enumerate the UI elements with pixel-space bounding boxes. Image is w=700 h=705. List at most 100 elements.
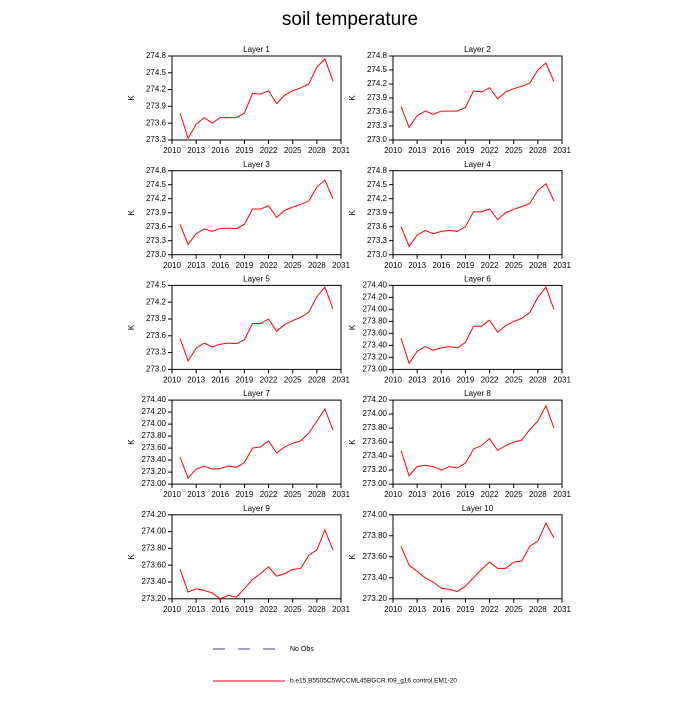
x-tick-label: 2028 [529, 146, 547, 155]
x-tick-label: 2022 [481, 261, 499, 270]
y-axis-label: K [127, 95, 136, 101]
x-tick-label: 2028 [308, 146, 326, 155]
x-tick-label: 2019 [236, 261, 254, 270]
y-tick-label: 273.20 [363, 594, 388, 603]
y-tick-label: 273.80 [363, 423, 388, 432]
x-tick-label: 2016 [211, 261, 229, 270]
y-tick-label: 273.3 [367, 121, 388, 130]
x-tick-label: 2031 [332, 490, 350, 499]
x-tick-label: 2031 [553, 261, 571, 270]
x-tick-label: 2010 [384, 490, 402, 499]
x-tick-label: 2031 [553, 376, 571, 385]
x-tick-label: 2025 [284, 261, 302, 270]
y-axis-label: K [127, 209, 136, 215]
y-tick-label: 274.8 [367, 51, 388, 60]
y-axis-label: K [348, 439, 357, 445]
y-tick-label: 273.9 [146, 102, 167, 111]
x-tick-label: 2019 [236, 376, 254, 385]
x-tick-label: 2025 [505, 605, 523, 614]
x-tick-label: 2013 [408, 490, 426, 499]
y-tick-label: 273.3 [146, 236, 167, 245]
y-tick-label: 274.5 [146, 180, 167, 189]
data-line [400, 182, 555, 248]
y-tick-label: 274.40 [142, 395, 167, 404]
y-tick-label: 274.8 [367, 166, 388, 175]
legend-label: No Obs [290, 646, 314, 653]
y-tick-label: 273.40 [142, 455, 167, 464]
x-tick-label: 2028 [308, 490, 326, 499]
x-tick-label: 2016 [432, 376, 450, 385]
x-tick-label: 2022 [481, 490, 499, 499]
y-tick-label: 274.8 [146, 166, 167, 175]
y-tick-label: 273.60 [363, 329, 388, 338]
x-tick-label: 2013 [187, 376, 205, 385]
x-tick-label: 2025 [284, 490, 302, 499]
x-tick-label: 2031 [332, 146, 350, 155]
plot-frame [171, 399, 342, 485]
x-tick-label: 2031 [332, 261, 350, 270]
y-tick-label: 273.80 [142, 544, 167, 553]
data-line [400, 404, 555, 477]
y-tick-label: 274.00 [363, 305, 388, 314]
y-tick-label: 274.2 [146, 297, 167, 306]
panel-title: Layer 2 [464, 45, 491, 54]
x-tick-label: 2019 [457, 376, 475, 385]
data-line [179, 57, 334, 140]
legend-label: b.e15.B5505C5WCCML45BGCR.f09_g16.control… [290, 678, 457, 685]
x-tick-label: 2031 [553, 490, 571, 499]
y-tick-label: 274.40 [363, 281, 388, 290]
data-line [179, 179, 334, 246]
y-tick-label: 273.80 [142, 431, 167, 440]
x-tick-label: 2025 [505, 376, 523, 385]
y-tick-label: 273.20 [142, 594, 167, 603]
x-tick-label: 2013 [408, 605, 426, 614]
x-tick-label: 2016 [432, 605, 450, 614]
y-axis-label: K [127, 439, 136, 445]
data-line [400, 522, 555, 592]
plot-frame [392, 170, 563, 256]
y-axis-label: K [348, 324, 357, 330]
y-tick-label: 273.00 [363, 479, 388, 488]
y-tick-label: 274.20 [142, 407, 167, 416]
x-tick-label: 2016 [211, 490, 229, 499]
x-tick-label: 2025 [505, 146, 523, 155]
y-tick-label: 273.3 [146, 135, 167, 144]
y-tick-label: 273.0 [367, 135, 388, 144]
x-tick-label: 2028 [308, 261, 326, 270]
panel-title: Layer 5 [243, 275, 270, 284]
x-tick-label: 2028 [529, 261, 547, 270]
y-tick-label: 273.3 [146, 348, 167, 357]
y-tick-label: 274.00 [363, 510, 388, 519]
plot-frame [392, 514, 563, 600]
plot-frame [392, 399, 563, 485]
y-tick-label: 274.20 [363, 395, 388, 404]
y-axis-label: K [348, 95, 357, 101]
y-tick-label: 273.40 [363, 341, 388, 350]
y-tick-label: 274.00 [142, 419, 167, 428]
y-tick-label: 274.00 [363, 409, 388, 418]
data-line [400, 286, 555, 365]
x-tick-label: 2022 [481, 605, 499, 614]
y-tick-label: 273.00 [142, 479, 167, 488]
y-tick-label: 273.9 [146, 314, 167, 323]
y-tick-label: 273.60 [142, 560, 167, 569]
y-tick-label: 273.20 [363, 465, 388, 474]
y-axis-label: K [348, 553, 357, 559]
x-tick-label: 2019 [457, 261, 475, 270]
x-tick-label: 2028 [529, 490, 547, 499]
y-tick-label: 273.3 [367, 236, 388, 245]
y-tick-label: 273.40 [363, 573, 388, 582]
x-tick-label: 2031 [332, 376, 350, 385]
x-tick-label: 2013 [187, 261, 205, 270]
y-tick-label: 274.2 [367, 194, 388, 203]
y-axis-label: K [348, 209, 357, 215]
x-tick-label: 2019 [457, 146, 475, 155]
x-tick-label: 2010 [384, 146, 402, 155]
x-tick-label: 2013 [408, 261, 426, 270]
x-tick-label: 2010 [163, 146, 181, 155]
x-tick-label: 2010 [163, 261, 181, 270]
y-tick-label: 274.2 [367, 79, 388, 88]
y-tick-label: 273.60 [363, 437, 388, 446]
panel-title: Layer 4 [464, 160, 491, 169]
y-tick-label: 274.5 [146, 281, 167, 290]
